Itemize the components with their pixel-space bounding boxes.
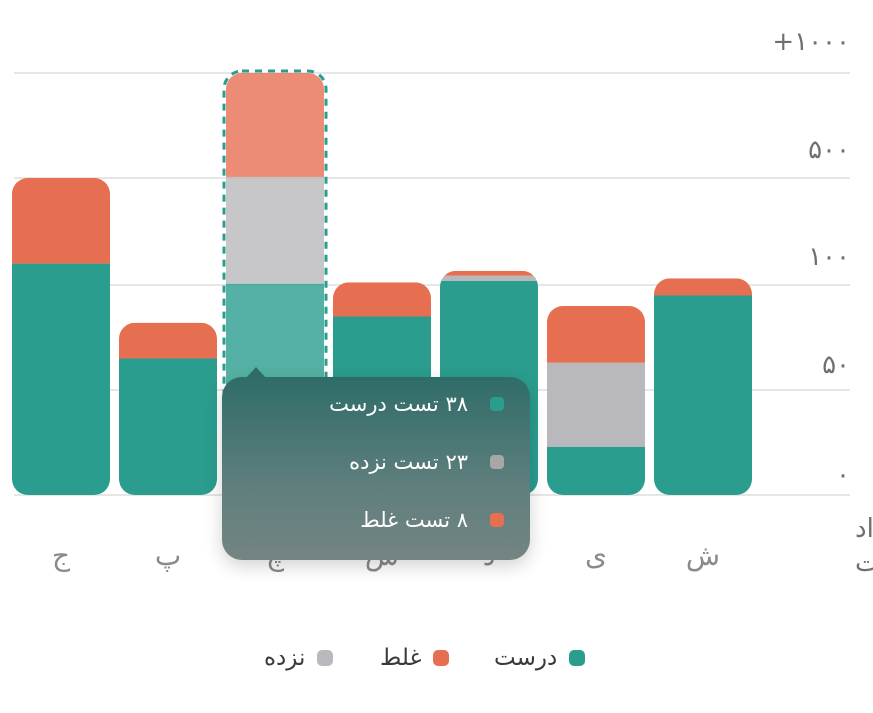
bar-segment-نزده[interactable] [440,275,538,281]
tooltip-row-text: ۳۸ تست درست [329,392,468,416]
bar-segment-غلط[interactable] [226,73,324,177]
tooltip-row-unanswered: ۲۳ تست نزده [349,450,504,474]
chart-legend: درست غلط نزده [0,645,873,685]
y-tick-label: ۵۰ [822,350,850,380]
y-axis-ticks: ۰ ۵۰ ۱۰۰ ۵۰۰ +۱۰۰۰ [772,27,850,490]
bar-segment-درست[interactable] [654,295,752,496]
x-category-label: ی [585,539,607,572]
legend-item-unanswered[interactable]: نزده [264,645,334,671]
legend-label: غلط [380,645,422,671]
tooltip-dot [490,513,504,527]
tooltip-arrow [246,367,266,378]
tooltip-dot [490,397,504,411]
legend-swatch [569,650,586,666]
y-axis-label-line-1: تعداد [855,514,873,544]
legend-label: درست [494,645,558,671]
bar-segment-غلط[interactable] [547,306,645,363]
bar-segment-غلط[interactable] [119,322,217,359]
y-axis-label-line-2: تست [855,548,873,578]
legend-item-correct[interactable]: درست [494,645,586,671]
legend-swatch [317,650,334,666]
x-category-label: ج [52,539,71,573]
bar-segment-درست[interactable] [547,446,645,495]
bar-ش[interactable] [654,278,752,495]
legend-label: نزده [264,645,306,671]
tooltip-row-text: ۸ تست غلط [360,508,468,532]
bar-segment-غلط[interactable] [654,278,752,296]
y-tick-label: ۱۰۰ [808,242,850,272]
bar-tooltip: ۳۸ تست درست ۲۳ تست نزده ۸ تست غلط [222,367,530,560]
legend-swatch [433,650,450,666]
y-tick-label: ۵۰۰ [808,135,850,165]
bar-segment-غلط[interactable] [12,178,110,264]
bar-segment-درست[interactable] [12,263,110,495]
tooltip-dot [490,455,504,469]
bar-segment-غلط[interactable] [440,270,538,276]
bar-ج[interactable] [12,178,110,495]
tooltip-row-correct: ۳۸ تست درست [329,392,504,416]
bar-segment-غلط[interactable] [333,282,431,317]
tooltip-row-text: ۲۳ تست نزده [349,450,468,474]
bar-segment-نزده[interactable] [226,176,324,284]
y-tick-label: ۰ [836,460,850,490]
tooltip-row-wrong: ۸ تست غلط [360,508,504,532]
bar-segment-درست[interactable] [119,358,217,496]
x-category-label: پ [155,539,181,572]
bar-پ[interactable] [119,322,217,496]
legend-item-wrong[interactable]: غلط [380,645,450,671]
bar-ی[interactable] [547,306,645,495]
bar-highlight-outline [222,69,328,499]
x-category-label: ش [686,539,720,572]
bar-segment-نزده[interactable] [547,362,645,447]
y-tick-label: +۱۰۰۰ [772,27,850,57]
